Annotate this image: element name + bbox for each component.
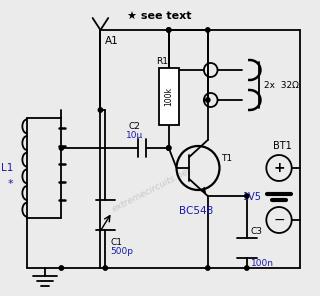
Circle shape [245,194,249,198]
Text: A1: A1 [105,36,119,46]
Text: +: + [273,161,285,175]
Text: BT1: BT1 [273,141,291,151]
Text: 500p: 500p [110,247,133,256]
Bar [159,68,179,125]
Text: ★ see text: ★ see text [127,12,191,22]
Circle shape [167,146,171,150]
Circle shape [98,108,103,112]
Text: 100n: 100n [251,259,274,268]
Circle shape [59,266,64,270]
Text: extremecircuits.net: extremecircuits.net [111,166,194,214]
Circle shape [167,28,171,32]
Text: T1: T1 [221,154,233,163]
Text: BC548: BC548 [179,206,213,216]
Text: 100k: 100k [164,87,173,106]
Text: *: * [8,179,13,189]
Circle shape [103,266,108,270]
Text: R1: R1 [156,57,168,66]
Circle shape [167,28,171,32]
Circle shape [167,146,171,150]
Text: 1V5: 1V5 [244,192,262,202]
Circle shape [59,146,64,150]
Text: 10μ: 10μ [126,131,143,140]
Text: C1: C1 [110,238,122,247]
Text: L1: L1 [1,163,13,173]
Circle shape [206,28,210,32]
Text: 2x  32Ω: 2x 32Ω [264,81,299,89]
Text: −: − [273,213,285,227]
Text: C2: C2 [129,122,140,131]
Text: C3: C3 [251,227,263,236]
Circle shape [206,98,210,102]
Circle shape [245,266,249,270]
Circle shape [206,266,210,270]
